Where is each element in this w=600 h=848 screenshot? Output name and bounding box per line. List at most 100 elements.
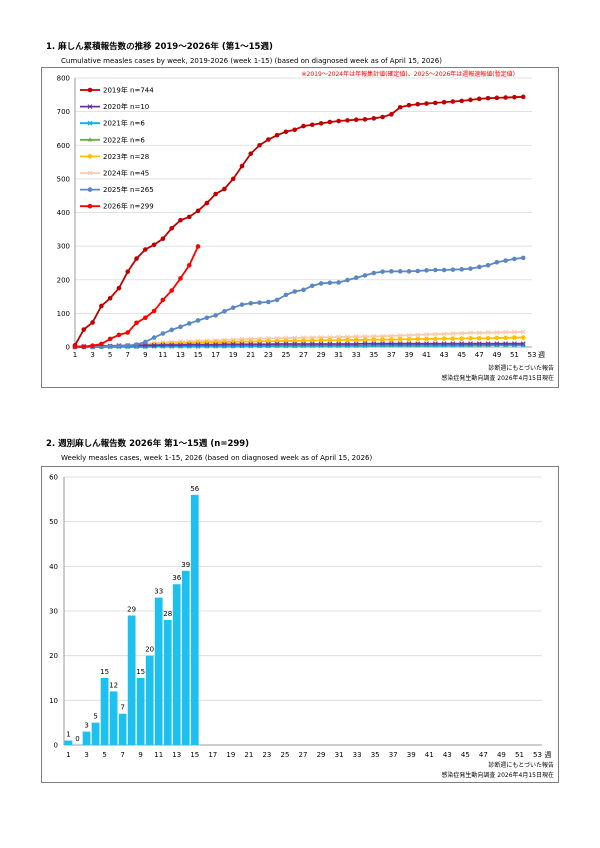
x-tick-label: 21 <box>246 351 255 359</box>
data-point <box>459 341 465 347</box>
x-tick-label: 43 <box>440 351 449 359</box>
y-tick-label: 10 <box>49 697 58 705</box>
x-tick-label: 35 <box>369 351 378 359</box>
x-tick-label: 7 <box>120 751 124 759</box>
data-label: 12 <box>109 681 118 689</box>
data-point <box>204 342 210 348</box>
x-tick-label: 29 <box>317 351 326 359</box>
data-point <box>397 341 403 347</box>
data-point <box>441 99 447 105</box>
data-point <box>450 336 456 341</box>
data-point <box>72 344 78 349</box>
y-tick-label: 30 <box>49 608 58 616</box>
legend-label: 2023年 n=28 <box>103 152 149 161</box>
data-point <box>186 342 192 348</box>
data-point <box>301 287 306 293</box>
data-point <box>169 342 175 348</box>
data-point <box>388 333 394 339</box>
bar-week-13 <box>172 584 181 745</box>
data-point <box>336 118 341 124</box>
data-point <box>151 242 157 248</box>
y-tick-label: 40 <box>49 563 58 571</box>
series-6 <box>72 255 526 350</box>
data-point <box>81 344 87 349</box>
x-tick-label: 41 <box>425 751 434 759</box>
data-point <box>433 267 438 273</box>
data-point <box>283 292 289 298</box>
data-point <box>512 256 517 262</box>
data-point <box>222 341 227 347</box>
bar-week-10 <box>145 655 154 745</box>
data-point <box>362 273 368 278</box>
data-point <box>503 335 508 341</box>
x-tick-label: 39 <box>407 751 416 759</box>
data-point <box>397 269 403 274</box>
x-tick-label: 47 <box>479 751 488 759</box>
data-point <box>406 341 412 347</box>
data-point <box>494 335 500 341</box>
data-point <box>345 118 350 123</box>
y-tick-label: 200 <box>57 276 70 284</box>
data-point <box>204 200 210 206</box>
y-tick-label: 600 <box>57 142 70 150</box>
data-label: 39 <box>181 561 190 569</box>
data-point <box>160 236 166 242</box>
x-tick-label: 45 <box>457 351 466 359</box>
section2-title: 2. 週別麻しん報告数 2026年 第1～15週 (n=299) <box>46 439 250 449</box>
y-tick-label: 100 <box>57 310 70 318</box>
data-point <box>178 217 183 223</box>
legend-marker <box>87 154 93 159</box>
data-point <box>143 247 148 252</box>
section2-subtitle: Weekly measles cases, week 1-15, 2026 (b… <box>61 454 373 462</box>
data-point <box>160 297 166 303</box>
data-point <box>125 330 131 335</box>
data-point <box>397 333 403 338</box>
data-point <box>151 308 157 314</box>
series-line <box>75 344 524 348</box>
data-point <box>327 337 333 343</box>
x-tick-label: 29 <box>317 751 326 759</box>
bar-week-3 <box>82 731 91 745</box>
data-point <box>143 315 148 321</box>
data-point <box>125 269 131 274</box>
data-point <box>257 341 262 347</box>
data-point <box>512 329 517 335</box>
data-label: 56 <box>190 485 199 493</box>
bar-week-15 <box>190 494 199 745</box>
data-point <box>90 320 95 325</box>
data-point <box>353 334 359 339</box>
data-point <box>274 341 280 347</box>
data-point <box>336 334 342 340</box>
data-point <box>494 95 500 101</box>
data-point <box>195 208 201 214</box>
data-label: 15 <box>136 668 145 676</box>
data-point <box>178 342 183 348</box>
legend-marker <box>87 170 93 176</box>
data-point <box>274 132 280 138</box>
x-tick-label: 37 <box>387 351 396 359</box>
data-point <box>468 266 473 271</box>
data-point <box>485 262 491 268</box>
x-tick-label: 21 <box>244 751 253 759</box>
data-point <box>362 334 368 339</box>
data-point <box>107 336 113 342</box>
y-tick-label: 50 <box>49 518 58 526</box>
data-point <box>125 343 131 348</box>
bar-week-14 <box>181 570 190 745</box>
data-point <box>318 337 324 343</box>
bar-week-9 <box>136 678 145 745</box>
legend-label: 2026年 n=299 <box>103 202 154 211</box>
data-point <box>309 341 315 347</box>
data-point <box>389 337 394 342</box>
legend-marker <box>87 203 93 209</box>
bar-week-11 <box>154 597 163 745</box>
data-point <box>116 343 122 349</box>
bar-week-4 <box>91 722 100 745</box>
data-point <box>450 99 456 104</box>
data-point <box>459 336 464 341</box>
series-line <box>74 342 524 348</box>
data-point <box>520 329 526 335</box>
data-point <box>441 336 447 341</box>
x-tick-label: 39 <box>405 351 414 359</box>
